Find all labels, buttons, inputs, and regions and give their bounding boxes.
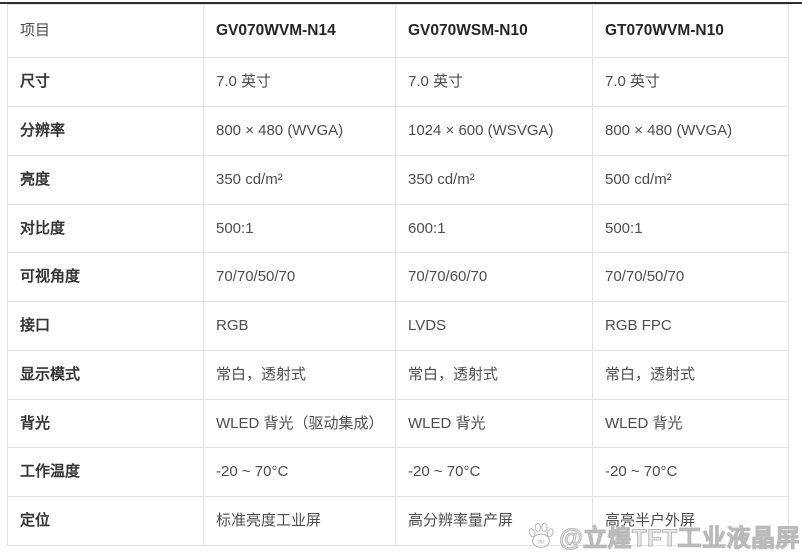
table-row: 对比度 500:1 600:1 500:1 bbox=[7, 203, 789, 254]
table-row: 显示模式 常白，透射式 常白，透射式 常白，透射式 bbox=[7, 349, 789, 400]
spec-cell: WLED 背光 bbox=[395, 398, 593, 449]
spec-cell: 1024 × 600 (WSVGA) bbox=[395, 106, 593, 156]
spec-cell: 常白，透射式 bbox=[592, 349, 789, 400]
spec-cell: -20 ~ 70°C bbox=[203, 447, 396, 498]
spec-cell: 高分辨率量产屏 bbox=[395, 496, 593, 546]
column-header-model-1: GV070WVM-N14 bbox=[203, 3, 396, 59]
spec-cell: 70/70/50/70 bbox=[592, 252, 789, 303]
table-top-rule bbox=[0, 2, 802, 4]
column-header-model-3: GT070WVM-N10 bbox=[592, 3, 789, 59]
spec-cell: -20 ~ 70°C bbox=[592, 447, 789, 498]
spec-cell: 7.0 英寸 bbox=[395, 57, 593, 108]
row-label: 背光 bbox=[7, 398, 204, 449]
row-label: 接口 bbox=[7, 301, 204, 351]
spec-cell: 350 cd/m² bbox=[395, 154, 593, 205]
row-label: 工作温度 bbox=[7, 447, 204, 498]
spec-cell: 7.0 英寸 bbox=[203, 57, 396, 108]
spec-cell: 800 × 480 (WVGA) bbox=[592, 106, 789, 156]
table-row: 接口 RGB LVDS RGB FPC bbox=[7, 301, 789, 351]
spec-cell: WLED 背光（驱动集成） bbox=[203, 398, 396, 449]
spec-cell: 600:1 bbox=[395, 203, 593, 254]
spec-table-header: 项目 GV070WVM-N14 GV070WSM-N10 GT070WVM-N1… bbox=[7, 3, 789, 59]
spec-cell: 70/70/50/70 bbox=[203, 252, 396, 303]
table-row: 背光 WLED 背光（驱动集成） WLED 背光 WLED 背光 bbox=[7, 398, 789, 449]
spec-cell: 高亮半户外屏 bbox=[592, 496, 789, 546]
column-header-item: 项目 bbox=[7, 3, 204, 59]
column-header-model-2: GV070WSM-N10 bbox=[395, 3, 593, 59]
row-label: 可视角度 bbox=[7, 252, 204, 303]
spec-cell: 常白，透射式 bbox=[395, 349, 593, 400]
table-row: 可视角度 70/70/50/70 70/70/60/70 70/70/50/70 bbox=[7, 252, 789, 303]
spec-table-body: 尺寸 7.0 英寸 7.0 英寸 7.0 英寸 分辨率 800 × 480 (WVGA) 1… bbox=[7, 57, 789, 546]
spec-cell: LVDS bbox=[395, 301, 593, 351]
spec-cell: RGB bbox=[203, 301, 396, 351]
spec-cell: WLED 背光 bbox=[592, 398, 789, 449]
spec-cell: 500 cd/m² bbox=[592, 154, 789, 205]
row-label: 显示模式 bbox=[7, 349, 204, 400]
spec-cell: 500:1 bbox=[592, 203, 789, 254]
spec-cell: 70/70/60/70 bbox=[395, 252, 593, 303]
table-row: 工作温度 -20 ~ 70°C -20 ~ 70°C -20 ~ 70°C bbox=[7, 447, 789, 498]
header-row: 项目 GV070WVM-N14 GV070WSM-N10 GT070WVM-N1… bbox=[7, 3, 789, 59]
panel-spec-table: 项目 GV070WVM-N14 GV070WSM-N10 GT070WVM-N1… bbox=[7, 3, 789, 546]
spec-cell: 常白，透射式 bbox=[203, 349, 396, 400]
spec-cell: 7.0 英寸 bbox=[592, 57, 789, 108]
spec-cell: 标准亮度工业屏 bbox=[203, 496, 396, 546]
table-row: 尺寸 7.0 英寸 7.0 英寸 7.0 英寸 bbox=[7, 57, 789, 108]
row-label: 定位 bbox=[7, 496, 204, 546]
table-row: 亮度 350 cd/m² 350 cd/m² 500 cd/m² bbox=[7, 154, 789, 205]
table-row: 定位 标准亮度工业屏 高分辨率量产屏 高亮半户外屏 bbox=[7, 496, 789, 546]
row-label: 分辨率 bbox=[7, 106, 204, 156]
spec-cell: 350 cd/m² bbox=[203, 154, 396, 205]
spec-cell: RGB FPC bbox=[592, 301, 789, 351]
spec-cell: 800 × 480 (WVGA) bbox=[203, 106, 396, 156]
row-label: 尺寸 bbox=[7, 57, 204, 108]
table-row: 分辨率 800 × 480 (WVGA) 1024 × 600 (WSVGA) 800… bbox=[7, 106, 789, 156]
spec-cell: 500:1 bbox=[203, 203, 396, 254]
row-label: 亮度 bbox=[7, 154, 204, 205]
row-label: 对比度 bbox=[7, 203, 204, 254]
spec-cell: -20 ~ 70°C bbox=[395, 447, 593, 498]
